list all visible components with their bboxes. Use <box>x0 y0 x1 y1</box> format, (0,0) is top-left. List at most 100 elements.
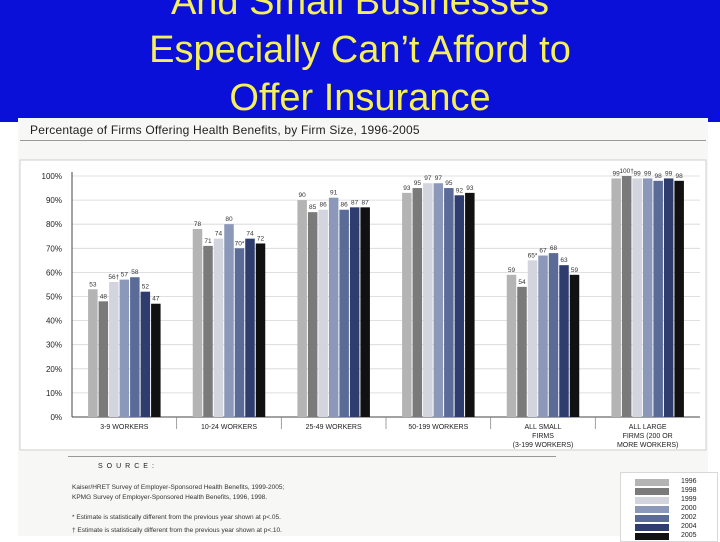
bar-value-label: 47 <box>152 296 160 303</box>
bar-value-label: 93 <box>403 185 411 192</box>
bar-value-label: 65* <box>528 252 538 259</box>
bar-value-label: 74 <box>215 231 223 238</box>
bar-value-label: 71 <box>204 238 212 245</box>
legend-swatch <box>635 533 669 540</box>
bar-value-label: 97 <box>435 175 443 182</box>
y-tick-label: 60% <box>46 268 62 277</box>
legend-label: 1998 <box>681 487 697 494</box>
bar <box>245 238 255 417</box>
bar <box>527 260 538 417</box>
bar-value-label: 59 <box>508 267 516 274</box>
bar <box>339 209 349 417</box>
y-tick-label: 40% <box>46 317 62 326</box>
bar-value-label: 99 <box>644 170 652 177</box>
y-tick-label: 30% <box>46 341 62 350</box>
x-tick-label: MORE WORKERS) <box>617 442 678 449</box>
bar <box>465 192 475 417</box>
bar <box>130 277 140 417</box>
bar-value-label: 100† <box>619 168 634 175</box>
legend-swatch <box>635 506 669 513</box>
bar <box>213 238 224 417</box>
legend-swatch <box>635 488 669 495</box>
bar <box>349 207 360 417</box>
bar <box>360 207 370 417</box>
x-tick-label: FIRMS (200 OR <box>623 433 673 440</box>
bar-value-label: 91 <box>330 190 338 197</box>
legend-label: 2000 <box>681 505 697 512</box>
bar-value-label: 85 <box>309 204 317 211</box>
bar <box>318 209 328 417</box>
bar-value-label: 80 <box>225 216 233 223</box>
y-tick-label: 90% <box>46 196 62 205</box>
bar <box>402 192 412 417</box>
legend-swatch <box>635 524 669 531</box>
legend-swatch <box>635 497 669 504</box>
source-note-1: * Estimate is statistically different fr… <box>72 514 281 521</box>
bar <box>506 274 517 417</box>
source-heading: SOURCE: <box>98 463 158 470</box>
bar <box>653 180 663 417</box>
bar <box>548 253 559 417</box>
bar-value-label: 97 <box>424 175 432 182</box>
bar <box>255 243 266 417</box>
bar-value-label: 92 <box>456 187 464 194</box>
x-tick-label: 25-49 WORKERS <box>306 424 362 431</box>
bar <box>234 248 245 417</box>
bar-value-label: 93 <box>466 185 474 192</box>
legend-swatch <box>635 479 669 486</box>
legend-item: 2002 <box>635 514 715 523</box>
legend-item: 1998 <box>635 487 715 496</box>
bar <box>192 229 203 417</box>
chart-title-divider <box>20 140 706 141</box>
bar-value-label: 95 <box>445 180 453 187</box>
bar-value-label: 86 <box>320 202 328 209</box>
source-note-2: † Estimate is statistically different fr… <box>72 527 282 534</box>
bar-value-label: 95 <box>414 180 422 187</box>
bar-value-label: 57 <box>121 272 129 279</box>
bar <box>517 286 527 417</box>
bar <box>444 188 454 417</box>
slide-header: And Small Businesses Especially Can’t Af… <box>0 0 720 122</box>
slide-title: And Small Businesses Especially Can’t Af… <box>0 0 720 122</box>
bar-value-label: 48 <box>100 293 108 300</box>
legend-label: 1996 <box>681 478 697 485</box>
bar <box>642 178 653 417</box>
x-tick-label: (3-199 WORKERS) <box>513 442 574 449</box>
y-tick-label: 100% <box>42 172 62 181</box>
bar <box>674 180 684 417</box>
legend-label: 2004 <box>681 523 697 530</box>
slide-title-line-3: Offer Insurance <box>229 77 491 119</box>
bar <box>454 195 465 417</box>
y-tick-label: 10% <box>46 389 62 398</box>
x-tick-label: 3-9 WORKERS <box>100 424 149 431</box>
bar-value-label: 53 <box>89 281 97 288</box>
x-tick-label: ALL LARGE <box>629 424 667 431</box>
x-tick-label: 10-24 WORKERS <box>201 424 257 431</box>
bar <box>569 274 580 417</box>
bar-value-label: 99 <box>613 170 621 177</box>
bar-value-label: 87 <box>351 199 359 206</box>
bar-value-label: 72 <box>257 235 265 242</box>
bar-value-label: 99 <box>634 170 642 177</box>
bar-value-label: 68 <box>550 245 558 252</box>
source-line-2: KPMG Survey of Employer-Sponsored Health… <box>72 494 268 501</box>
y-tick-label: 70% <box>46 244 62 253</box>
slide-title-line-2: Especially Can’t Afford to <box>149 29 571 71</box>
bar-value-label: 54 <box>518 279 526 286</box>
x-tick-label: ALL SMALL <box>524 424 561 431</box>
x-tick-label: 50-199 WORKERS <box>408 424 468 431</box>
bar <box>307 212 318 417</box>
bar-value-label: 52 <box>142 284 150 291</box>
bar <box>88 289 98 417</box>
legend-label: 2002 <box>681 514 697 521</box>
bar <box>151 303 161 417</box>
bar <box>559 265 569 417</box>
bar <box>203 245 213 417</box>
bar-value-label: 56† <box>108 274 119 281</box>
bar <box>140 291 151 417</box>
bar <box>663 178 674 417</box>
bar <box>412 188 423 417</box>
bar <box>538 255 548 417</box>
y-tick-label: 20% <box>46 365 62 374</box>
